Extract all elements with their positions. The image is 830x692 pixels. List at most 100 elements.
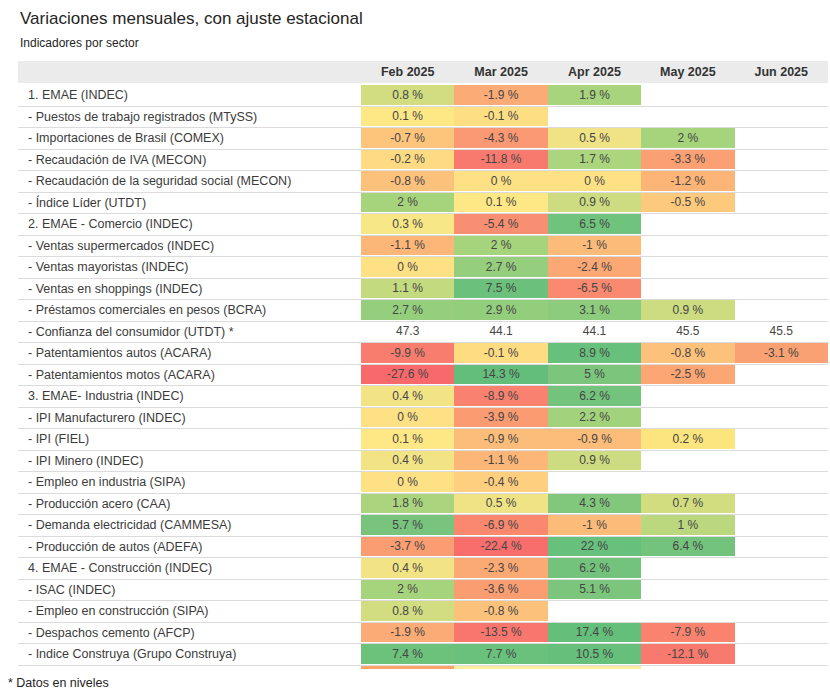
table-row: - Producción acero (CAA)1.8 %0.5 %4.3 %0… [18, 494, 828, 516]
table-row: - Producción de autos (ADEFA)-3.7 %-22.4… [18, 537, 828, 559]
value-cell: 2.9 % [454, 300, 547, 321]
value-cell: -0.9 % [454, 429, 547, 450]
indicator-heatmap-table: Feb 2025 Mar 2025 Apr 2025 May 2025 Jun … [18, 61, 828, 669]
table-body: 1. EMAE (INDEC)0.8 %-1.9 %1.9 %- Puestos… [18, 85, 828, 666]
row-label: - Importaciones de Brasil (COMEX) [18, 128, 361, 149]
value-cell: -3.7 % [361, 537, 454, 558]
value-cell: 0.4 % [361, 558, 454, 579]
table-row: 1. EMAE (INDEC)0.8 %-1.9 %1.9 % [18, 85, 828, 107]
value-cell: -7.9 % [641, 623, 734, 644]
value-cell: 0.5 % [548, 128, 641, 149]
row-label: - Patentamientos motos (ACARA) [18, 365, 361, 386]
value-cell [641, 107, 734, 128]
value-cell: -0.1 % [454, 107, 547, 128]
row-label: 2. EMAE - Comercio (INDEC) [18, 214, 361, 235]
value-cell: -0.8 % [361, 171, 454, 192]
table-row: - Empleo en construcción (SIPA)0.8 %-0.8… [18, 601, 828, 623]
footnote: * Datos en niveles [8, 676, 830, 690]
value-cell: -2.4 % [548, 257, 641, 278]
table-row: - IPI (FIEL)0.1 %-0.9 %-0.9 %0.2 % [18, 429, 828, 451]
table-row: - Indice Construya (Grupo Construya)7.4 … [18, 644, 828, 666]
table-row: - Recaudación de IVA (MECON)-0.2 %-11.8 … [18, 150, 828, 172]
value-cell: -3.1 % [735, 343, 828, 364]
value-cell: 14.3 % [454, 365, 547, 386]
value-cell: -27.6 % [361, 365, 454, 386]
value-cell: 0.1 % [361, 429, 454, 450]
value-cell: 0 % [454, 171, 547, 192]
clipped-row-cell [548, 666, 641, 669]
value-cell [548, 472, 641, 493]
value-cell: -0.9 % [548, 429, 641, 450]
value-cell: 6.5 % [548, 214, 641, 235]
row-label: - Confianza del consumidor (UTDT) * [18, 322, 361, 343]
table-row: - Ventas en shoppings (INDEC)1.1 %7.5 %-… [18, 279, 828, 301]
value-cell: 5.7 % [361, 515, 454, 536]
value-cell: 1.8 % [361, 494, 454, 515]
value-cell [641, 408, 734, 429]
value-cell: 45.5 [735, 322, 828, 343]
value-cell [735, 644, 828, 665]
column-header-may[interactable]: May 2025 [641, 65, 734, 79]
value-cell: 6.2 % [548, 558, 641, 579]
value-cell: 0.1 % [361, 107, 454, 128]
table-row: - Ventas supermercados (INDEC)-1.1 %2 %-… [18, 236, 828, 258]
value-cell: 44.1 [548, 322, 641, 343]
row-label: - Indice Construya (Grupo Construya) [18, 644, 361, 665]
value-cell [641, 558, 734, 579]
row-label: - Empleo en industria (SIPA) [18, 472, 361, 493]
row-label: - Producción de autos (ADEFA) [18, 537, 361, 558]
row-label: - IPI (FIEL) [18, 429, 361, 450]
table-row: - Importaciones de Brasil (COMEX)-0.7 %-… [18, 128, 828, 150]
table-row: 3. EMAE- Industria (INDEC)0.4 %-8.9 %6.2… [18, 386, 828, 408]
table-row: - Patentamientos motos (ACARA)-27.6 %14.… [18, 365, 828, 387]
table-row: - ISAC (INDEC)2 %-3.6 %5.1 % [18, 580, 828, 602]
value-cell: 0.4 % [361, 386, 454, 407]
value-cell: 0.9 % [548, 451, 641, 472]
value-cell [735, 494, 828, 515]
value-cell: 0 % [361, 408, 454, 429]
value-cell [641, 279, 734, 300]
row-label: - Patentamientos autos (ACARA) [18, 343, 361, 364]
value-cell: -0.4 % [454, 472, 547, 493]
value-cell [735, 257, 828, 278]
value-cell: 5 % [548, 365, 641, 386]
value-cell: -11.8 % [454, 150, 547, 171]
row-label: - Demanda electricidad (CAMMESA) [18, 515, 361, 536]
column-header-jun[interactable]: Jun 2025 [735, 65, 828, 79]
page-subtitle: Indicadores por sector [20, 36, 830, 50]
value-cell: -1.9 % [361, 623, 454, 644]
value-cell: -1 % [548, 515, 641, 536]
column-header-apr[interactable]: Apr 2025 [548, 65, 641, 79]
value-cell [735, 451, 828, 472]
value-cell: -1.1 % [454, 451, 547, 472]
value-cell: 1.9 % [548, 85, 641, 106]
table-row: - Patentamientos autos (ACARA)-9.9 %-0.1… [18, 343, 828, 365]
value-cell: 2 % [454, 236, 547, 257]
row-label: 3. EMAE- Industria (INDEC) [18, 386, 361, 407]
value-cell: 1 % [641, 515, 734, 536]
row-label: - IPI Minero (INDEC) [18, 451, 361, 472]
value-cell: -1.1 % [361, 236, 454, 257]
table-row: - Ventas mayoristas (INDEC)0 %2.7 %-2.4 … [18, 257, 828, 279]
value-cell: -4.3 % [454, 128, 547, 149]
column-header-feb[interactable]: Feb 2025 [361, 65, 454, 79]
value-cell: 4.3 % [548, 494, 641, 515]
table-row: - IPI Minero (INDEC)0.4 %-1.1 %0.9 % [18, 451, 828, 473]
table-row: - Empleo en industria (SIPA)0 %-0.4 % [18, 472, 828, 494]
value-cell: 0.8 % [361, 85, 454, 106]
value-cell: 2.2 % [548, 408, 641, 429]
value-cell: -1.9 % [454, 85, 547, 106]
value-cell: 2 % [361, 580, 454, 601]
clipped-row-cell [454, 666, 547, 669]
table-row: - Despachos cemento (AFCP)-1.9 %-13.5 %1… [18, 623, 828, 645]
value-cell [735, 429, 828, 450]
column-header-mar[interactable]: Mar 2025 [454, 65, 547, 79]
value-cell [735, 107, 828, 128]
value-cell [735, 85, 828, 106]
value-cell: -1 % [548, 236, 641, 257]
value-cell: -13.5 % [454, 623, 547, 644]
value-cell [641, 236, 734, 257]
value-cell: -3.9 % [454, 408, 547, 429]
value-cell: -0.1 % [454, 343, 547, 364]
table-row: - Recaudación de la seguridad social (ME… [18, 171, 828, 193]
